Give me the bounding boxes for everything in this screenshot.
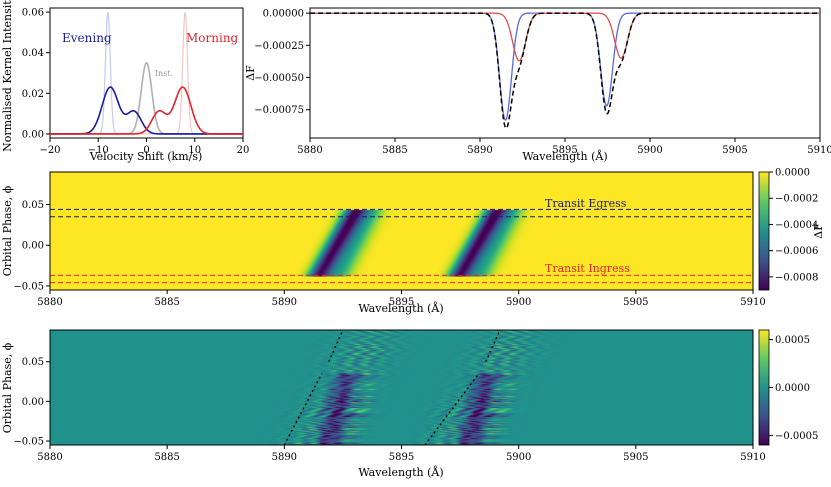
trail-line — [328, 329, 344, 363]
phase-map-colorbar-ticks: 0.0000 −0.0002 −0.0004 −0.0006 −0.0008 — [769, 168, 818, 283]
x-tick-label: 5880 — [37, 452, 62, 463]
kernel-x-ticks: −20 −10 0 10 20 — [39, 138, 249, 156]
kernel-axes-frame — [49, 7, 244, 139]
y-tick-label: 0.06 — [22, 8, 44, 19]
y-tick-label: −0.05 — [13, 437, 44, 448]
kernel-y-ticks: 0.00 0.02 0.04 0.06 — [22, 8, 50, 140]
phase-map-x-label: Wavelength (Å) — [358, 301, 443, 315]
kernel-x-label: Velocity Shift (km/s) — [89, 150, 203, 163]
y-tick-label: 0.00 — [22, 397, 44, 408]
x-tick-label: −20 — [39, 145, 60, 156]
x-tick-label: 5890 — [272, 297, 297, 308]
colorbar-tick-label: −0.0005 — [775, 431, 818, 442]
kernel-series-line — [50, 86, 243, 135]
colorbar-tick-label: 0.0000 — [775, 383, 810, 394]
x-tick-label: 5895 — [552, 145, 577, 156]
residual-map-image — [50, 330, 753, 445]
residual-colorbar-ticks: 0.0005 0.0000 −0.0005 — [769, 335, 818, 442]
y-tick-label: 0.05 — [22, 357, 44, 368]
x-tick-label: 5895 — [389, 297, 414, 308]
spectrum-series-line — [310, 12, 820, 121]
phase-map-colorbar — [758, 171, 770, 291]
y-tick-label: −0.00050 — [254, 73, 304, 84]
residual-y-ticks: 0.05 0.00 −0.05 — [13, 357, 50, 448]
kernel-panel: −20 −10 0 10 20 0.00 0.02 0.04 0.06 Velocity Sh… — [1, 0, 249, 163]
x-tick-label: 5895 — [389, 452, 414, 463]
residual-x-ticks: 5880 5885 5890 5895 5900 5905 5910 — [37, 445, 766, 463]
colorbar-tick-label: 0.0005 — [775, 335, 810, 346]
kernel-curves — [50, 11, 243, 135]
trail-line — [283, 373, 323, 446]
kernel-evening-label: Evening — [62, 31, 112, 45]
kernel-y-label: Normalised Kernel Intensity — [1, 0, 14, 152]
spectrum-x-ticks: 5880 5885 5890 5895 5900 5905 5910 — [297, 138, 831, 156]
spectrum-axes-frame — [309, 7, 821, 139]
x-tick-label: 5910 — [740, 297, 765, 308]
residual-trail-lines — [283, 329, 501, 446]
x-tick-label: 10 — [188, 145, 201, 156]
x-tick-label: 5900 — [506, 297, 531, 308]
x-tick-label: 5890 — [467, 145, 492, 156]
phase-map-y-ticks: 0.05 0.00 −0.05 — [13, 200, 50, 292]
x-tick-label: 5885 — [154, 452, 179, 463]
x-tick-label: −10 — [88, 145, 109, 156]
phase-map-y-label: Orbital Phase, ϕ — [1, 185, 14, 276]
phase-map-panel: Transit Egress Transit Ingress 5880 5885 5… — [1, 168, 825, 316]
x-tick-label: 5905 — [623, 297, 648, 308]
x-tick-label: 0 — [143, 145, 149, 156]
y-tick-label: −0.00025 — [254, 41, 304, 52]
phase-map-x-ticks: 5880 5885 5890 5895 5900 5905 5910 — [37, 290, 766, 308]
residual-y-label: Orbital Phase, ϕ — [1, 342, 14, 433]
x-tick-label: 5890 — [272, 452, 297, 463]
colorbar-tick-label: 0.0000 — [775, 168, 810, 179]
y-tick-label: 0.05 — [22, 200, 44, 211]
transit-lines — [50, 208, 753, 284]
x-tick-label: 5905 — [722, 145, 747, 156]
trail-line — [485, 329, 501, 363]
residual-panel: 5880 5885 5890 5895 5900 5905 5910 0.05 0.00 −0.… — [1, 329, 818, 479]
residual-x-label: Wavelength (Å) — [358, 465, 443, 479]
spectrum-y-ticks: 0.00000 −0.00025 −0.00050 −0.00075 — [254, 9, 310, 116]
phase-map-image — [50, 172, 753, 290]
colorbar-tick-label: −0.0008 — [775, 272, 818, 283]
y-tick-label: 0.00 — [22, 129, 44, 140]
y-tick-label: −0.05 — [13, 281, 44, 292]
colorbar-tick-label: −0.0006 — [775, 246, 818, 257]
x-tick-label: 5885 — [382, 145, 407, 156]
egress-label: Transit Egress — [545, 197, 627, 210]
spectrum-panel: 5880 5885 5890 5895 5900 5905 5910 0.00000 −0.0… — [244, 7, 831, 163]
x-tick-label: 5910 — [740, 452, 765, 463]
ingress-label: Transit Ingress — [545, 262, 630, 275]
x-tick-label: 20 — [237, 145, 250, 156]
spectrum-series-line — [310, 12, 820, 130]
spectrum-series-line — [310, 12, 820, 62]
x-tick-label: 5905 — [623, 452, 648, 463]
residual-colorbar — [758, 329, 770, 446]
y-tick-label: 0.02 — [22, 89, 44, 100]
colorbar-tick-label: −0.0002 — [775, 194, 818, 205]
kernel-series-line — [50, 86, 243, 135]
phase-map-colorbar-label: ΔF — [812, 223, 825, 239]
spectrum-y-label: ΔF — [244, 65, 257, 81]
spectrum-curves — [310, 12, 820, 130]
y-tick-label: 0.00 — [22, 241, 44, 252]
y-tick-label: 0.04 — [22, 48, 44, 59]
x-tick-label: 5900 — [637, 145, 662, 156]
spectrum-x-label: Wavelength (Å) — [522, 149, 607, 163]
kernel-morning-label: Morning — [186, 31, 239, 45]
x-tick-label: 5880 — [37, 297, 62, 308]
kernel-inst-label: Inst. — [155, 69, 173, 78]
x-tick-label: 5910 — [807, 145, 831, 156]
kernel-series-line — [50, 61, 243, 135]
colorbar-tick-label: −0.0004 — [775, 220, 818, 231]
y-tick-label: −0.00075 — [254, 105, 304, 116]
x-tick-label: 5880 — [297, 145, 322, 156]
y-tick-label: 0.00000 — [263, 9, 304, 20]
x-tick-label: 5885 — [154, 297, 179, 308]
x-tick-label: 5900 — [506, 452, 531, 463]
